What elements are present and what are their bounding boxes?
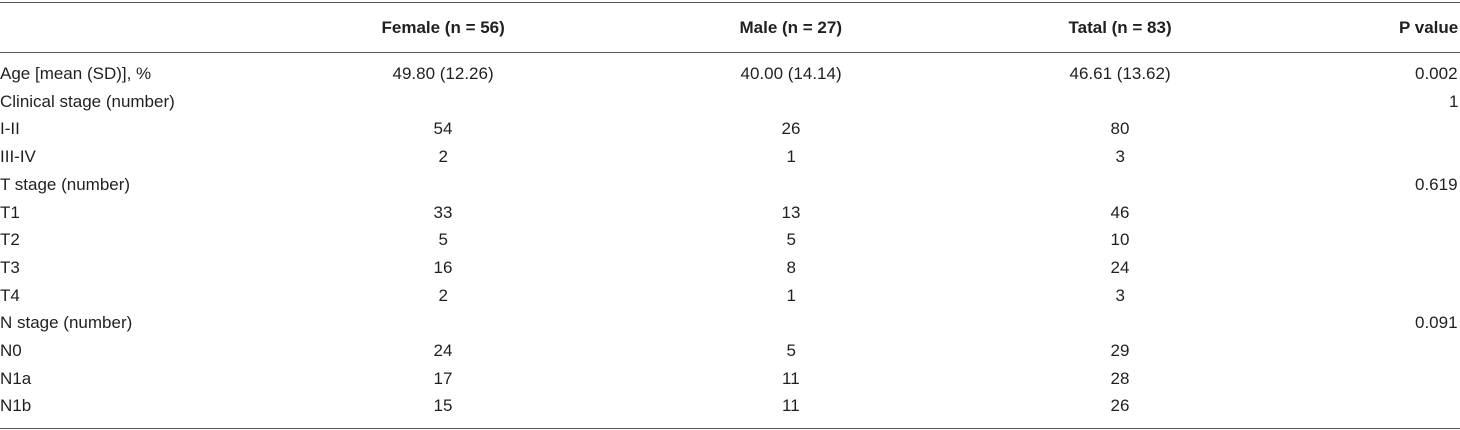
row-label: T4	[0, 285, 20, 305]
cell-value: 11	[782, 396, 800, 416]
row-label: III-IV	[0, 147, 36, 167]
row-label: T2	[0, 230, 20, 250]
cell-value: 0.091	[1415, 313, 1458, 333]
cell-value: 11	[782, 368, 800, 388]
cell-value: 10	[1110, 230, 1130, 250]
cell-value: 24	[1110, 257, 1130, 277]
cell-value: 40.00 (14.14)	[740, 64, 842, 83]
cell-value: 46.61 (13.62)	[1069, 64, 1171, 83]
cell-value: 54	[433, 119, 453, 139]
column-header: Female (n = 56)	[381, 18, 505, 37]
cell-value: 0.002	[1415, 64, 1458, 83]
cell-value: 5	[786, 341, 796, 360]
header-rule	[0, 52, 1460, 53]
cell-value: 8	[786, 257, 796, 277]
cell-value: 80	[1110, 119, 1130, 139]
cell-value: 26	[1110, 396, 1130, 416]
cell-value: 2	[438, 147, 448, 167]
row-label: N1b	[0, 396, 32, 416]
cell-value: 1	[786, 147, 796, 167]
cell-value: 26	[781, 119, 801, 139]
row-label: N0	[0, 341, 22, 360]
cell-value: 3	[1115, 285, 1125, 305]
cell-value: 28	[1110, 368, 1130, 388]
row-label: Age [mean (SD)], %	[0, 64, 152, 83]
cell-value: 17	[433, 368, 453, 388]
row-label: N1a	[0, 368, 32, 388]
cell-value: 1	[1449, 91, 1459, 111]
cell-value: 49.80 (12.26)	[392, 64, 494, 83]
cell-value: 5	[438, 230, 448, 250]
cell-value: 0.619	[1415, 174, 1458, 194]
cell-value: 29	[1110, 341, 1130, 360]
row-label: T1	[0, 202, 20, 222]
top-rule	[0, 2, 1460, 3]
column-header: Male (n = 27)	[739, 18, 843, 37]
column-header: Tatal (n = 83)	[1068, 18, 1172, 37]
row-label: T stage (number)	[0, 174, 131, 194]
row-label: N stage (number)	[0, 313, 133, 333]
cell-value: 33	[433, 202, 453, 222]
cell-value: 5	[786, 230, 796, 250]
cell-value: 24	[433, 341, 453, 360]
cell-value: 2	[438, 285, 448, 305]
cell-value: 3	[1115, 147, 1125, 167]
row-label: T3	[0, 257, 20, 277]
cell-value: 15	[433, 396, 453, 416]
cell-value: 16	[433, 257, 453, 277]
row-label: I-II	[0, 119, 20, 139]
bottom-rule	[0, 428, 1460, 429]
row-label: Clinical stage (number)	[0, 91, 175, 111]
cell-value: 13	[781, 202, 801, 222]
cell-value: 46	[1110, 202, 1130, 222]
cell-value: 1	[786, 285, 796, 305]
column-header: P value	[1399, 18, 1459, 37]
